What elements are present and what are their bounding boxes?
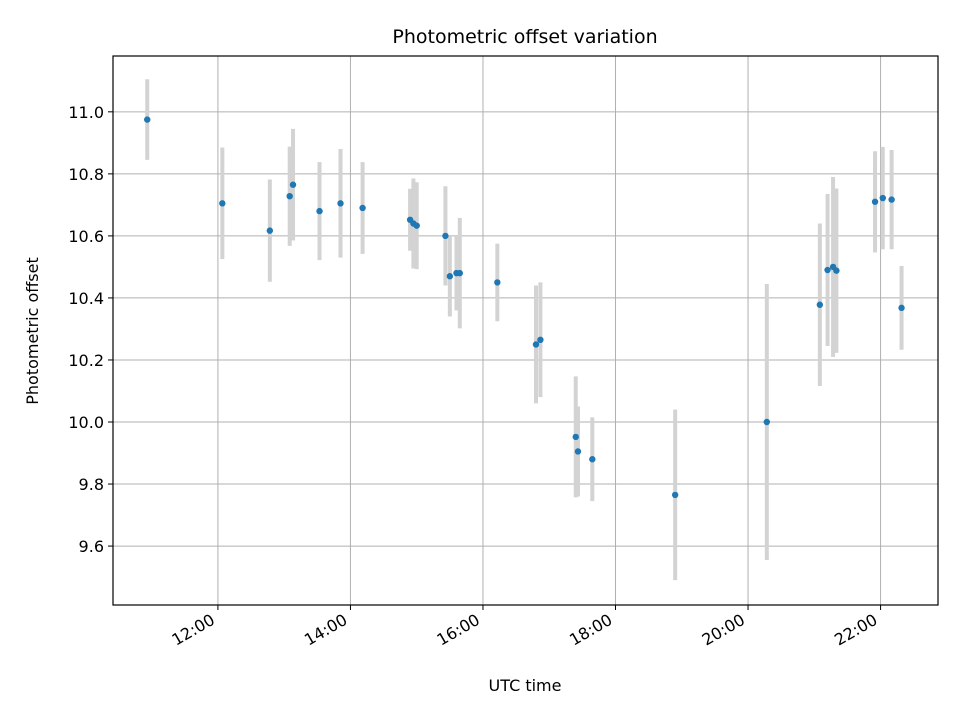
y-tick-label: 10.6 — [68, 227, 104, 246]
y-tick-label: 10.2 — [68, 351, 104, 370]
data-point — [589, 456, 596, 463]
data-points — [144, 116, 905, 499]
data-point — [413, 222, 420, 229]
y-axis-label: Photometric offset — [23, 257, 42, 405]
y-tick-label: 10.0 — [68, 413, 104, 432]
data-point — [824, 266, 831, 274]
y-axis: 9.6 9.8 10.0 10.2 10.4 10.6 10.8 11.0 — [68, 103, 113, 556]
data-point — [456, 269, 463, 277]
data-point — [494, 279, 501, 286]
data-point — [537, 336, 544, 344]
data-point — [289, 181, 297, 188]
data-point — [763, 418, 771, 426]
data-point — [833, 267, 840, 274]
data-point — [879, 194, 886, 202]
data-point — [316, 207, 323, 215]
data-point — [266, 227, 274, 234]
grid — [113, 56, 938, 605]
data-point — [532, 341, 540, 348]
data-point — [337, 200, 344, 207]
data-point — [286, 192, 293, 200]
y-tick-label: 11.0 — [68, 103, 104, 122]
data-point — [574, 448, 582, 455]
data-point — [219, 200, 226, 207]
data-point — [572, 433, 579, 441]
data-point — [816, 301, 824, 308]
data-point — [446, 273, 454, 280]
data-point — [871, 198, 879, 205]
y-tick-label: 10.8 — [68, 165, 104, 184]
data-point — [144, 116, 151, 123]
data-point — [888, 196, 895, 203]
x-axis-label: UTC time — [489, 676, 562, 695]
data-point — [442, 232, 449, 240]
y-tick-label: 9.8 — [79, 475, 104, 494]
data-point — [671, 491, 679, 499]
data-point — [898, 304, 905, 312]
chart-title: Photometric offset variation — [392, 26, 657, 48]
data-point — [359, 204, 366, 212]
plot-frame — [112, 55, 939, 606]
y-tick-label: 10.4 — [68, 289, 104, 308]
y-tick-label: 9.6 — [79, 537, 104, 556]
